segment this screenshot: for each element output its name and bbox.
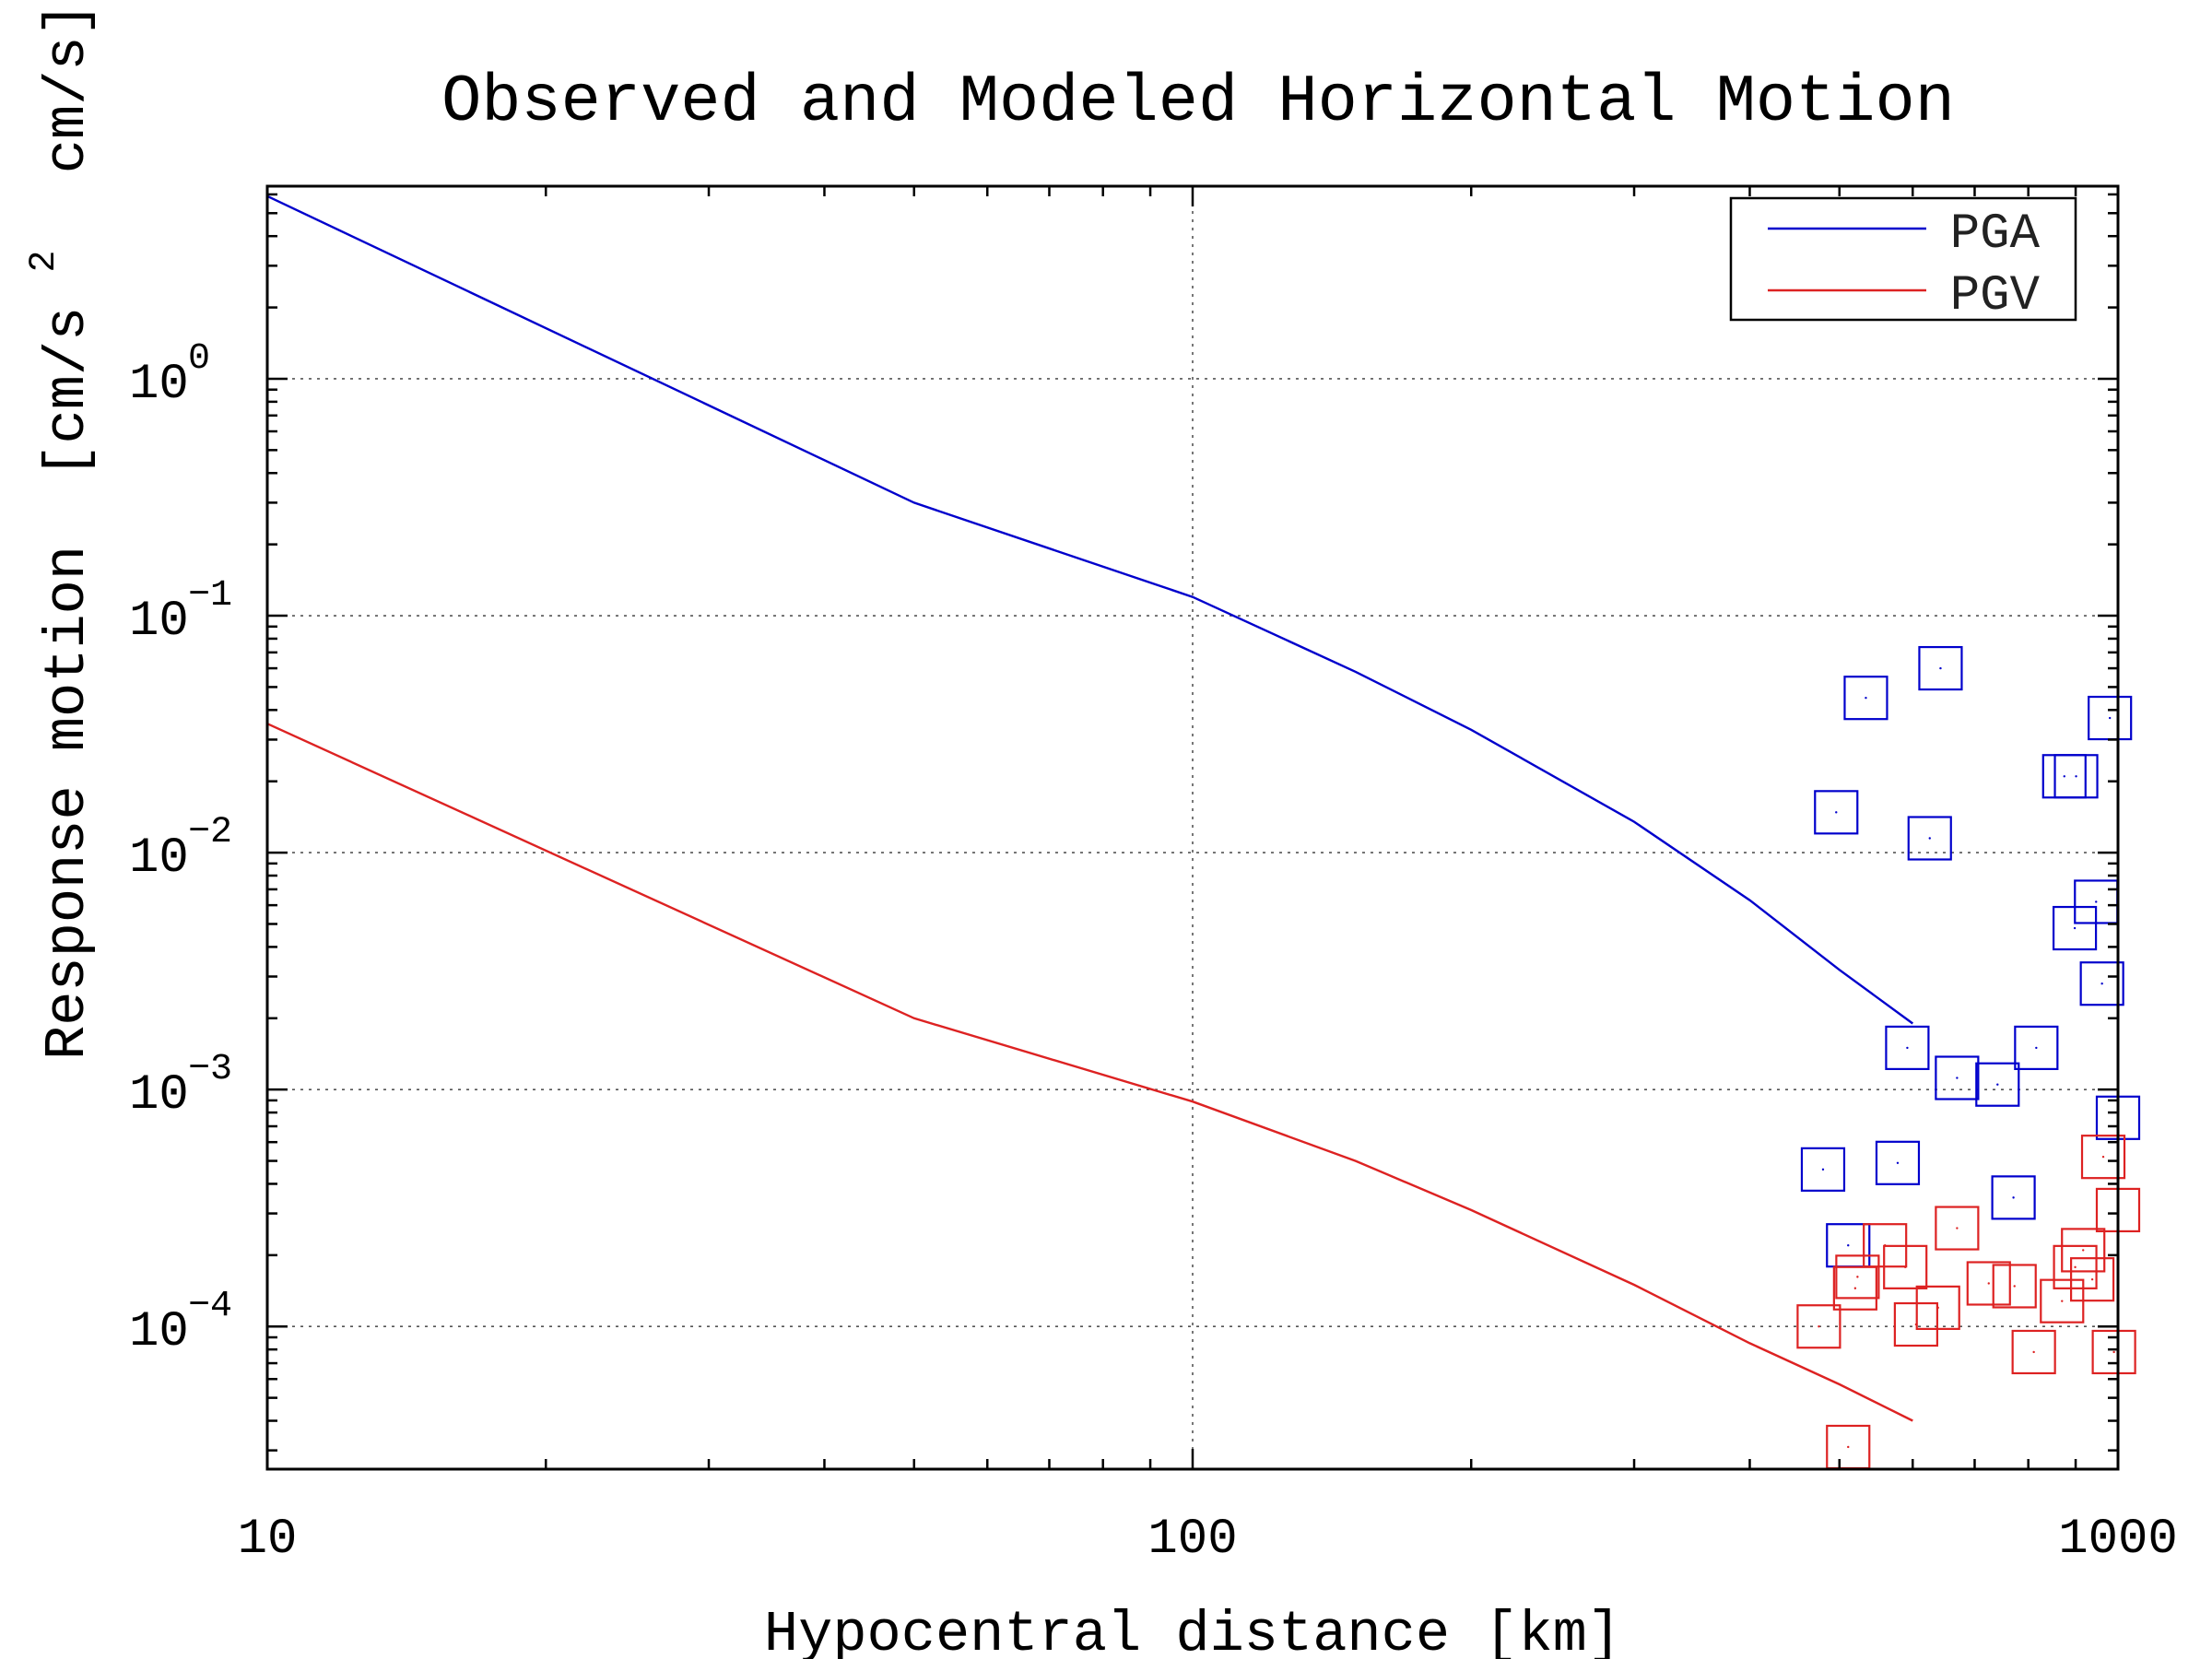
data-point-pga-observed bbox=[1875, 1140, 1921, 1185]
data-point-center-pga-observed bbox=[1956, 1077, 1959, 1079]
y-tick-label: 10 bbox=[129, 357, 189, 413]
data-point-pgv-observed bbox=[2069, 1257, 2115, 1302]
data-point-center-pga-observed bbox=[2012, 1196, 2015, 1199]
data-point-pgv-observed bbox=[2091, 1329, 2136, 1375]
data-point-pga-observed bbox=[1991, 1175, 2036, 1220]
y-axis-label-unit-1: [cm/s bbox=[35, 307, 100, 478]
data-point-center-pga-observed bbox=[2075, 775, 2077, 778]
data-point-center-pgv-observed bbox=[2061, 1300, 2064, 1302]
data-point-center-pga-observed bbox=[2035, 1046, 2038, 1050]
series-line-pgv bbox=[266, 723, 1913, 1422]
data-point-pga-observed bbox=[2079, 961, 2124, 1006]
data-point-center-pgv-observed bbox=[2082, 1249, 2085, 1252]
data-point-pgv-observed bbox=[1835, 1254, 1880, 1300]
y-axis-label-unit-exp: 2 bbox=[24, 250, 65, 272]
series-layer bbox=[266, 194, 2141, 1470]
data-point-pgv-observed bbox=[1966, 1261, 2011, 1306]
data-point-center-pgv-observed bbox=[1987, 1282, 1990, 1285]
y-tick-label: 10 bbox=[129, 594, 189, 650]
y-axis-label: Response motion [cm/s 2 cm/s] bbox=[6, 2, 100, 1060]
legend-label-pgv: PGV bbox=[1950, 268, 2041, 324]
data-point-center-pgv-observed bbox=[2013, 1285, 2016, 1288]
data-point-center-pgv-observed bbox=[1847, 1445, 1850, 1449]
y-tick-label: 10 bbox=[129, 830, 189, 887]
data-point-center-pgv-observed bbox=[1936, 1306, 1939, 1310]
data-point-pgv-observed bbox=[1935, 1206, 1980, 1251]
y-tick-exponent: −1 bbox=[188, 575, 232, 617]
data-point-pga-observed bbox=[1843, 676, 1888, 721]
data-point-pgv-observed bbox=[1915, 1285, 1960, 1330]
data-point-center-pga-observed bbox=[1835, 811, 1838, 814]
data-point-center-pga-observed bbox=[1939, 666, 1942, 670]
data-point-pgv-observed bbox=[2011, 1329, 2056, 1375]
data-point-pga-observed bbox=[1907, 816, 1952, 861]
data-point-pgv-observed bbox=[1992, 1264, 2037, 1309]
chart-title: Observed and Modeled Horizontal Motion bbox=[441, 65, 1955, 140]
y-axis-label-main: Response motion bbox=[35, 546, 100, 1060]
data-point-pgv-observed bbox=[2061, 1228, 2106, 1273]
data-point-center-pga-observed bbox=[1896, 1161, 1900, 1165]
data-point-center-pga-observed bbox=[2073, 926, 2077, 930]
data-point-pga-observed bbox=[1975, 1062, 2020, 1107]
data-point-center-pga-observed bbox=[1847, 1244, 1850, 1247]
data-point-center-pgv-observed bbox=[1956, 1227, 1959, 1230]
data-point-center-pgv-observed bbox=[2074, 1265, 2077, 1269]
series-line-pga bbox=[266, 194, 1914, 1025]
legend: PGA PGV bbox=[1729, 196, 2077, 324]
legend-label-pga: PGA bbox=[1950, 206, 2041, 263]
data-point-center-pgv-observed bbox=[2032, 1350, 2035, 1354]
data-point-center-pga-observed bbox=[2063, 775, 2065, 778]
data-point-pgv-observed bbox=[2080, 1135, 2126, 1180]
data-point-pgv-observed bbox=[2053, 1244, 2098, 1289]
data-point-center-pgv-observed bbox=[2090, 1277, 2094, 1281]
data-point-pgv-observed bbox=[1796, 1304, 1841, 1349]
x-tick-label: 100 bbox=[1147, 1512, 1237, 1568]
data-point-pgv-observed bbox=[1883, 1244, 1928, 1289]
legend-box bbox=[1729, 196, 2077, 322]
data-point-center-pga-observed bbox=[1906, 1046, 1909, 1050]
data-point-center-pgv-observed bbox=[2101, 1155, 2105, 1159]
y-tick-exponent: −2 bbox=[188, 812, 232, 853]
data-point-pga-observed bbox=[2014, 1025, 2059, 1070]
data-point-center-pga-observed bbox=[2108, 716, 2112, 720]
data-point-center-pga-observed bbox=[2095, 900, 2098, 903]
y-tick-exponent: −3 bbox=[188, 1049, 232, 1090]
data-point-center-pgv-observed bbox=[1856, 1276, 1859, 1278]
data-point-center-pgv-observed bbox=[1903, 1265, 1907, 1269]
data-point-center-pga-observed bbox=[1865, 696, 1867, 700]
data-point-pga-observed bbox=[1800, 1147, 1846, 1192]
data-point-pgv-observed bbox=[1832, 1265, 1877, 1311]
data-point-center-pgv-observed bbox=[2112, 1350, 2115, 1354]
y-tick-label: 10 bbox=[129, 1304, 189, 1360]
data-point-center-pga-observed bbox=[1821, 1168, 1825, 1171]
data-point-pga-observed bbox=[1918, 645, 1963, 691]
data-point-pga-observed bbox=[2053, 754, 2099, 799]
y-tick-exponent: 0 bbox=[188, 338, 210, 380]
grid-layer bbox=[267, 186, 2118, 1469]
data-point-center-pgv-observed bbox=[1853, 1287, 1857, 1289]
x-axis-label: Hypocentral distance [km] bbox=[764, 1602, 1621, 1659]
data-point-center-pgv-observed bbox=[1818, 1325, 1820, 1328]
y-axis-label-unit-2: cm/s] bbox=[35, 2, 100, 173]
data-point-center-pga-observed bbox=[1996, 1083, 1999, 1086]
x-tick-label: 10 bbox=[238, 1512, 298, 1568]
data-point-pga-observed bbox=[1814, 790, 1859, 835]
data-point-pga-observed bbox=[1885, 1025, 1930, 1070]
data-point-pga-observed bbox=[1935, 1055, 1980, 1100]
x-tick-label: 1000 bbox=[2058, 1512, 2178, 1568]
y-tick-label: 10 bbox=[129, 1067, 189, 1124]
data-point-center-pga-observed bbox=[1928, 837, 1931, 840]
y-tick-exponent: −4 bbox=[188, 1286, 232, 1327]
data-point-center-pga-observed bbox=[2100, 982, 2103, 985]
